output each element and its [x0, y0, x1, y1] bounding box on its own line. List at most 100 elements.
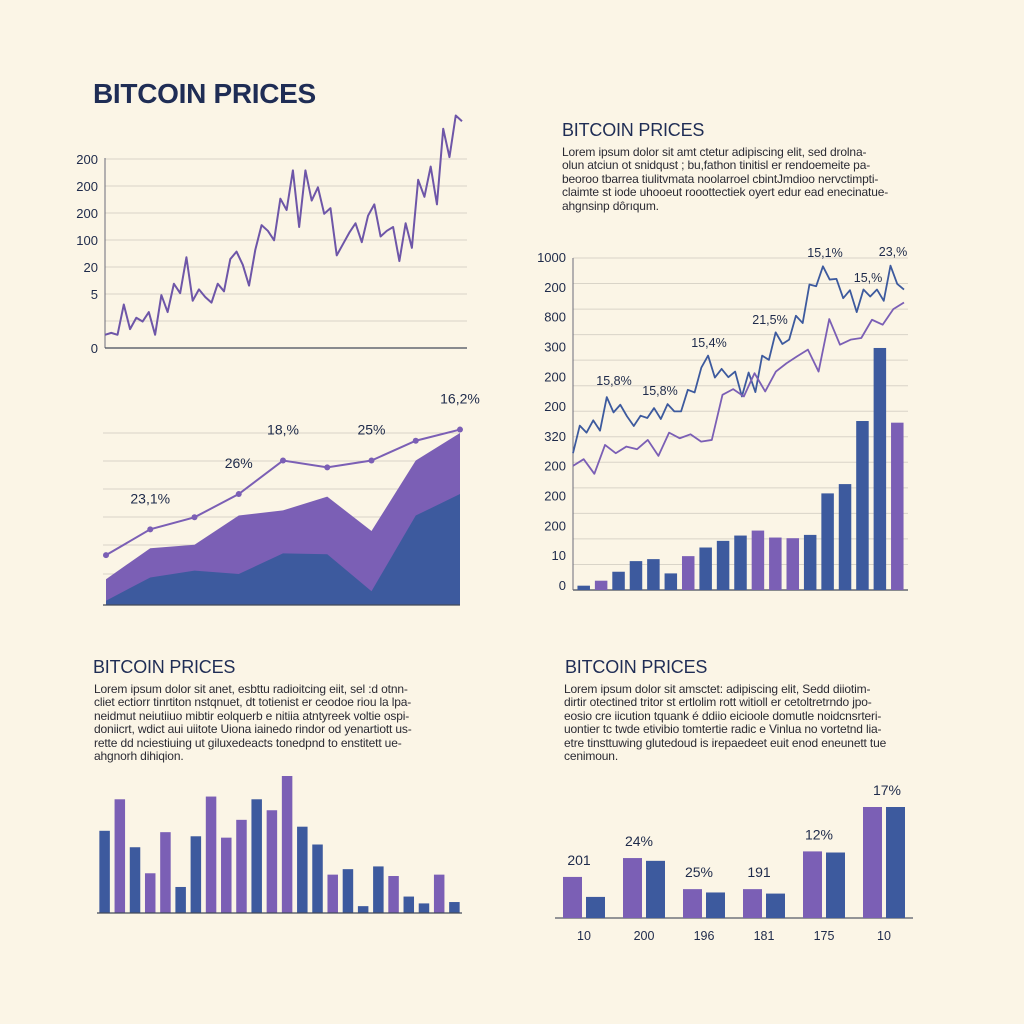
y-tick-label: 200	[76, 179, 98, 194]
data-label: 201	[567, 852, 591, 868]
page-title: BITCOIN PRICES	[93, 78, 316, 109]
y-tick-label: 0	[559, 578, 566, 593]
body-line: beoroo tbarrea tiulitvmata noolarroel cb…	[562, 171, 879, 186]
bar	[221, 837, 232, 913]
section-body-top-right: Lorem ipsum dolor sit amt ctetur adipisc…	[562, 145, 888, 213]
trend-point	[368, 457, 375, 464]
trend-point	[412, 437, 419, 444]
x-tick-label: 10	[577, 929, 591, 943]
y-tick-label: 10	[552, 548, 566, 563]
data-label: 25%	[685, 864, 713, 880]
bar	[418, 903, 430, 913]
data-label: 12%	[805, 826, 833, 842]
bar	[266, 810, 278, 913]
volume-bar	[751, 530, 765, 590]
trend-point	[457, 426, 463, 433]
x-tick-label: 200	[634, 929, 655, 943]
bar	[281, 776, 293, 913]
price-line-blue	[572, 264, 905, 454]
trend-point	[235, 491, 242, 498]
y-tick-label: 100	[76, 233, 98, 248]
section-title-bottom-left: BITCOIN PRICES	[93, 657, 236, 677]
volume-bar	[647, 559, 660, 590]
bar	[114, 799, 126, 913]
section-title-bottom-right: BITCOIN PRICES	[565, 657, 708, 677]
x-tick-label: 10	[877, 929, 891, 943]
trend-point	[324, 464, 331, 471]
bar	[144, 873, 156, 913]
body-line: dirtir otectined tritor st ertlolim rott…	[564, 695, 872, 710]
bar-purple	[863, 807, 882, 918]
y-tick-label: 200	[76, 152, 98, 167]
volume-bar	[856, 421, 869, 590]
volume-bar	[803, 534, 817, 590]
bar	[99, 830, 110, 913]
y-tick-label: 200	[76, 206, 98, 221]
bar-purple	[803, 851, 822, 918]
bar	[160, 832, 171, 913]
bar-blue	[586, 896, 605, 918]
body-line: olun atciun ot snidqust ; bu,fathon tini…	[562, 158, 871, 173]
body-line: Lorem ipsum dolor sit anet, esbttu radio…	[94, 682, 408, 696]
body-line: neidmut neiutiiuo mibtir eolquerb e niti…	[94, 708, 410, 723]
section-title-top-right: BITCOIN PRICES	[562, 120, 705, 140]
y-tick-label: 800	[544, 310, 566, 325]
bar	[403, 896, 415, 913]
blue-area	[106, 494, 460, 605]
volume-bar	[577, 585, 590, 590]
y-tick-label: 200	[544, 459, 566, 474]
data-label: 16,2%	[440, 391, 480, 407]
body-line: doniicrt, wdict aui uiitote Uiona iained…	[94, 722, 412, 737]
bar	[190, 836, 202, 913]
bar-blue	[706, 892, 725, 918]
data-label: 15,1%	[807, 246, 842, 260]
y-tick-label: 300	[544, 339, 566, 354]
volume-bar	[681, 556, 695, 590]
data-label: 23,%	[879, 245, 908, 259]
bar	[449, 902, 460, 913]
data-label: 18,%	[267, 422, 299, 438]
data-label: 15,%	[854, 271, 883, 285]
bar-blue	[766, 893, 785, 918]
trend-point	[103, 552, 109, 559]
bar	[175, 886, 186, 913]
x-tick-label: 181	[754, 929, 775, 943]
bar	[388, 876, 399, 913]
body-line: cliet ectiorr tinrtiton nstqnuet, dt tot…	[94, 695, 412, 710]
data-label: 25%	[357, 422, 385, 438]
bar	[327, 874, 338, 913]
data-label: 191	[747, 864, 771, 880]
price-line-purple	[572, 301, 905, 475]
bar	[357, 906, 369, 913]
bar-blue	[646, 860, 665, 918]
y-tick-label: 200	[544, 489, 566, 504]
volume-bar	[716, 540, 730, 590]
volume-bar	[612, 571, 625, 590]
volume-bar	[594, 580, 608, 590]
data-label: 26%	[225, 455, 253, 471]
body-line: uontier tc twde etivibio tomtertie radic…	[564, 722, 882, 737]
y-tick-label: 320	[544, 429, 566, 444]
volume-bar	[873, 347, 887, 590]
section-body-bottom-left: Lorem ipsum dolor sit anet, esbttu radio…	[94, 682, 412, 763]
volume-bar	[699, 547, 712, 590]
data-label: 15,4%	[691, 336, 726, 350]
section-body-bottom-right: Lorem ipsum dolor sit amsctet: adipiscin…	[564, 682, 887, 764]
data-label: 15,8%	[596, 374, 631, 388]
trend-point	[147, 526, 154, 533]
bar-purple	[743, 889, 762, 918]
trend-point	[280, 457, 286, 464]
bar	[433, 874, 445, 913]
volume-bar	[734, 535, 747, 590]
bar-purple	[623, 858, 642, 918]
bar	[312, 844, 323, 913]
y-tick-label: 5	[91, 287, 98, 302]
x-tick-label: 175	[814, 929, 835, 943]
body-line: etre tinsttuwing glutedoud is irepaedeet…	[564, 735, 887, 750]
body-line: rette dd nciestiuing ut giluxedeacts ton…	[94, 735, 402, 750]
x-tick-label: 196	[694, 929, 715, 943]
bar	[236, 819, 247, 913]
volume-bar	[769, 537, 782, 590]
body-line: cenimoun.	[564, 749, 619, 764]
